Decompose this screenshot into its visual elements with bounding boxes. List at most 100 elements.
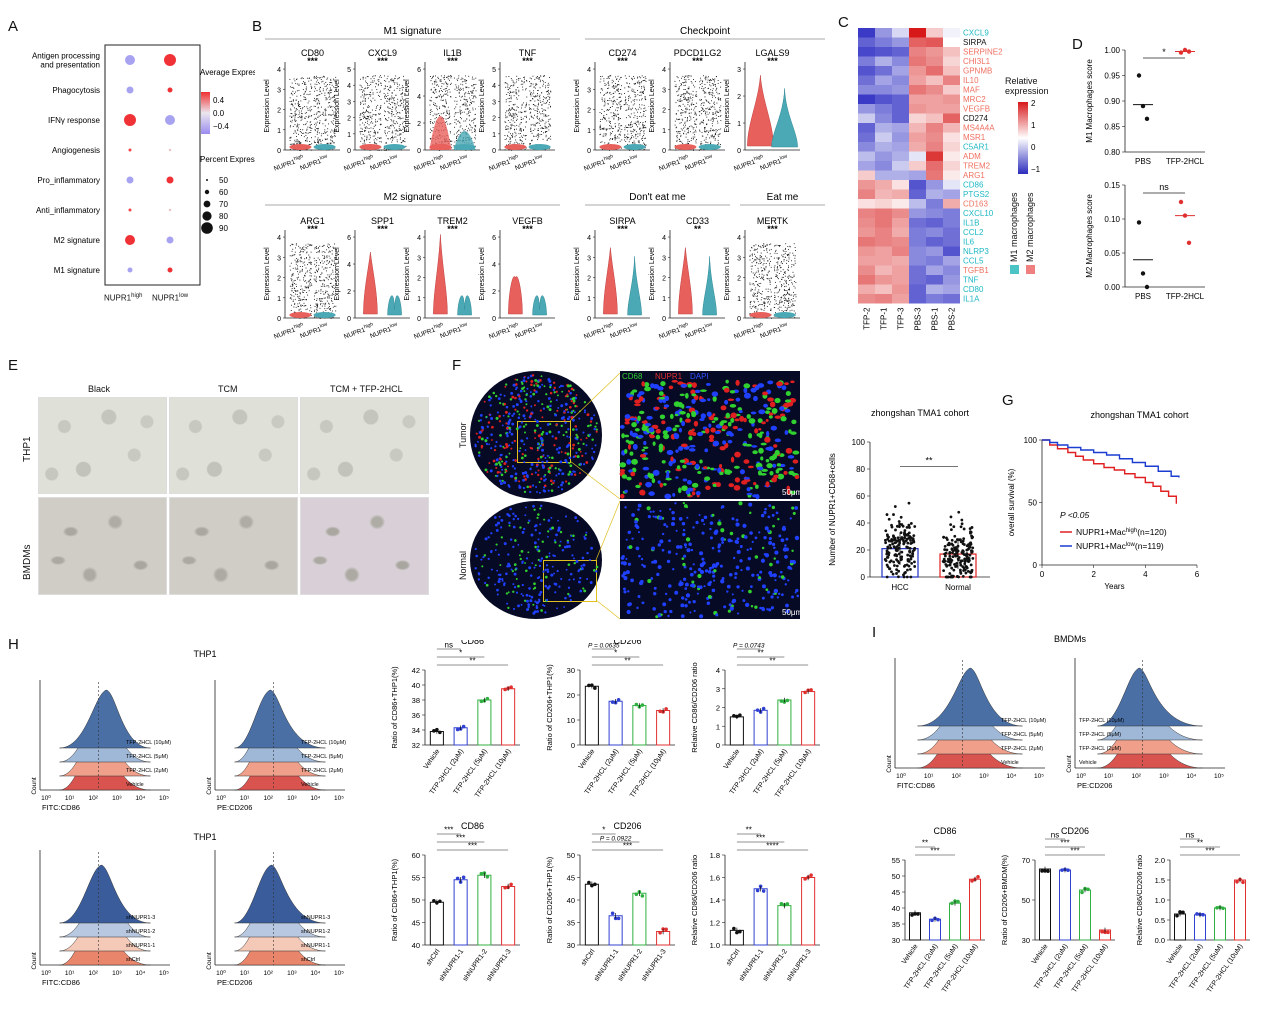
violin-point xyxy=(701,143,703,145)
violin-point xyxy=(680,114,682,116)
heatmap-cell xyxy=(909,199,926,209)
violin-point xyxy=(519,140,521,142)
violin-point xyxy=(599,127,601,129)
violin-point xyxy=(330,278,332,280)
violin-point xyxy=(639,99,640,101)
violin-point xyxy=(712,121,714,123)
violin-point xyxy=(316,131,318,133)
violin-point xyxy=(368,94,370,95)
violin-point xyxy=(392,135,394,137)
heatmap-gene: IL10 xyxy=(963,76,979,85)
panel-label-d: D xyxy=(1072,36,1083,53)
violin-point xyxy=(715,76,717,78)
violin-point xyxy=(387,106,389,108)
violin-point xyxy=(624,87,626,89)
violin-point xyxy=(310,115,312,117)
violin-point xyxy=(776,275,778,277)
d-tick-label: 0.85 xyxy=(1104,123,1120,132)
violin-point xyxy=(784,271,786,273)
violin-point xyxy=(316,307,318,309)
violin-point xyxy=(765,265,767,267)
dotplot-row-label: and presentation xyxy=(40,61,100,70)
violin-point xyxy=(778,303,780,305)
d-point xyxy=(1144,284,1150,290)
violin-point xyxy=(698,149,700,151)
violin-point xyxy=(757,291,759,293)
violin-point xyxy=(703,92,705,94)
violin-point xyxy=(601,75,603,77)
violin-point xyxy=(716,111,718,113)
violin-point xyxy=(514,121,516,123)
violin-point xyxy=(290,86,291,88)
violin-point xyxy=(751,283,753,285)
violin-point xyxy=(304,82,306,84)
violin-point xyxy=(533,86,535,88)
violin-point xyxy=(309,283,311,285)
violin-point xyxy=(781,310,783,312)
violin-point xyxy=(775,276,777,278)
violin-point xyxy=(313,142,315,144)
violin-point xyxy=(713,106,715,108)
violin-point xyxy=(334,114,336,116)
violin-point xyxy=(712,118,714,120)
violin-point xyxy=(307,281,309,283)
violin-point xyxy=(325,302,327,304)
violin-point xyxy=(720,86,722,88)
violin-point xyxy=(305,280,307,282)
violin-point xyxy=(507,92,509,93)
heatmap-cell xyxy=(875,265,892,275)
violin-point xyxy=(694,81,696,82)
violin-point xyxy=(640,94,642,96)
violin-point xyxy=(378,79,380,81)
violin-point xyxy=(700,141,702,143)
violin-point xyxy=(507,89,509,91)
violin-point xyxy=(320,135,322,137)
violin-point xyxy=(531,139,533,141)
fluor-cell xyxy=(518,394,521,398)
fluor-cell xyxy=(524,449,527,451)
violin-point xyxy=(401,96,403,98)
violin-point xyxy=(534,128,536,130)
violin-point xyxy=(642,127,644,129)
violin-point xyxy=(786,254,788,256)
violin-point xyxy=(331,122,333,124)
violin-point xyxy=(786,301,788,302)
violin-point xyxy=(447,83,449,85)
violin-point xyxy=(775,275,777,277)
violin-point xyxy=(704,128,706,129)
micrograph-thp1-tcm-tfp xyxy=(300,397,429,494)
violin-point xyxy=(366,122,368,124)
e-col-tcm: TCM xyxy=(218,384,238,394)
violin-body xyxy=(771,138,798,146)
violin-point xyxy=(607,88,608,89)
violin-point xyxy=(396,141,398,143)
violin-point xyxy=(549,125,551,127)
violin-point xyxy=(465,108,467,110)
violin-point xyxy=(691,82,693,84)
violin-point xyxy=(718,97,720,99)
violin-point xyxy=(304,97,306,99)
violin-point xyxy=(303,296,305,298)
violin-ytick: 1 xyxy=(417,296,421,303)
heatmap-cell xyxy=(909,132,926,142)
violin-point xyxy=(517,77,519,79)
violin-point xyxy=(692,103,694,105)
violin-point xyxy=(545,131,547,133)
violin-point xyxy=(793,291,794,293)
dotplot-row-label: Phagocytosis xyxy=(52,86,100,95)
violin-point xyxy=(458,85,460,87)
violin-point xyxy=(785,285,787,287)
violin-point xyxy=(634,83,636,85)
violin-point xyxy=(384,130,386,132)
violin-point xyxy=(388,107,390,109)
violin-point xyxy=(523,81,525,83)
violin-point xyxy=(400,133,402,135)
violin-point xyxy=(328,114,329,116)
violin-point xyxy=(368,85,370,86)
violin-point xyxy=(375,132,376,134)
violin-point xyxy=(520,128,522,130)
violin-point xyxy=(702,89,704,91)
violin-point xyxy=(520,129,522,131)
violin-point xyxy=(334,129,336,131)
